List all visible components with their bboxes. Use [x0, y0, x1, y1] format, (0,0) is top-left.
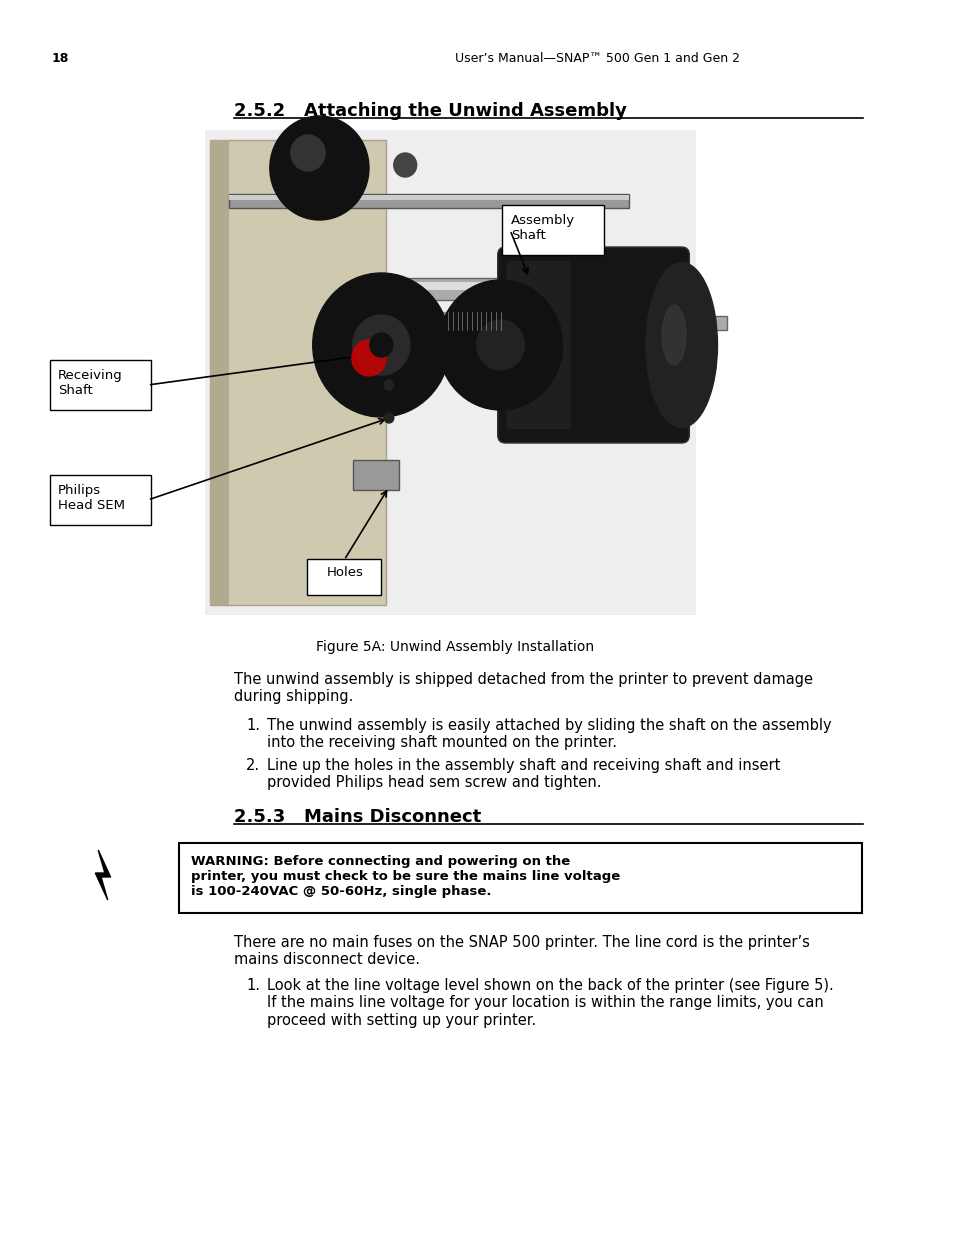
- Text: Philips
Head SEM: Philips Head SEM: [58, 484, 125, 513]
- Circle shape: [438, 280, 562, 410]
- FancyBboxPatch shape: [502, 205, 603, 254]
- Text: Receiving
Shaft: Receiving Shaft: [58, 369, 123, 396]
- FancyBboxPatch shape: [443, 312, 505, 330]
- FancyBboxPatch shape: [210, 140, 386, 605]
- Circle shape: [384, 380, 394, 390]
- Text: Assembly
Shaft: Assembly Shaft: [511, 214, 575, 242]
- Text: Line up the holes in the assembly shaft and receiving shaft and insert
provided : Line up the holes in the assembly shaft …: [267, 758, 780, 790]
- Circle shape: [291, 135, 325, 170]
- Text: 18: 18: [51, 52, 69, 65]
- Text: 2.5.3   Mains Disconnect: 2.5.3 Mains Disconnect: [233, 808, 480, 826]
- FancyBboxPatch shape: [497, 247, 689, 443]
- FancyBboxPatch shape: [205, 130, 696, 615]
- Circle shape: [384, 412, 394, 424]
- Text: The unwind assembly is easily attached by sliding the shaft on the assembly
into: The unwind assembly is easily attached b…: [267, 718, 831, 751]
- FancyBboxPatch shape: [386, 278, 634, 300]
- FancyBboxPatch shape: [210, 140, 229, 605]
- Text: 1.: 1.: [246, 718, 260, 734]
- Circle shape: [353, 315, 410, 375]
- FancyBboxPatch shape: [50, 359, 151, 410]
- Circle shape: [394, 153, 416, 177]
- Text: WARNING: Before connecting and powering on the
printer, you must check to be sur: WARNING: Before connecting and powering …: [191, 855, 619, 898]
- Text: Figure 5A: Unwind Assembly Installation: Figure 5A: Unwind Assembly Installation: [315, 640, 593, 655]
- FancyBboxPatch shape: [353, 459, 398, 490]
- Circle shape: [352, 340, 386, 375]
- Text: 1.: 1.: [246, 978, 260, 993]
- FancyBboxPatch shape: [386, 282, 634, 290]
- Circle shape: [270, 116, 369, 220]
- Text: 2.5.2   Attaching the Unwind Assembly: 2.5.2 Attaching the Unwind Assembly: [233, 103, 626, 120]
- FancyBboxPatch shape: [229, 195, 629, 200]
- FancyBboxPatch shape: [679, 316, 727, 330]
- Circle shape: [370, 333, 393, 357]
- FancyBboxPatch shape: [229, 194, 629, 207]
- Circle shape: [313, 273, 450, 417]
- FancyBboxPatch shape: [506, 261, 571, 429]
- FancyBboxPatch shape: [307, 559, 381, 595]
- Text: 2.: 2.: [246, 758, 260, 773]
- Text: There are no main fuses on the SNAP 500 printer. The line cord is the printer’s
: There are no main fuses on the SNAP 500 …: [233, 935, 809, 967]
- FancyBboxPatch shape: [179, 844, 861, 913]
- Circle shape: [476, 320, 524, 370]
- Text: User’s Manual—SNAP™ 500 Gen 1 and Gen 2: User’s Manual—SNAP™ 500 Gen 1 and Gen 2: [455, 52, 739, 65]
- Ellipse shape: [661, 305, 685, 366]
- Text: Holes: Holes: [327, 566, 363, 579]
- Polygon shape: [95, 850, 111, 900]
- Ellipse shape: [645, 263, 717, 427]
- Text: The unwind assembly is shipped detached from the printer to prevent damage
durin: The unwind assembly is shipped detached …: [233, 672, 812, 704]
- Text: Look at the line voltage level shown on the back of the printer (see Figure 5).
: Look at the line voltage level shown on …: [267, 978, 833, 1028]
- FancyBboxPatch shape: [50, 475, 151, 525]
